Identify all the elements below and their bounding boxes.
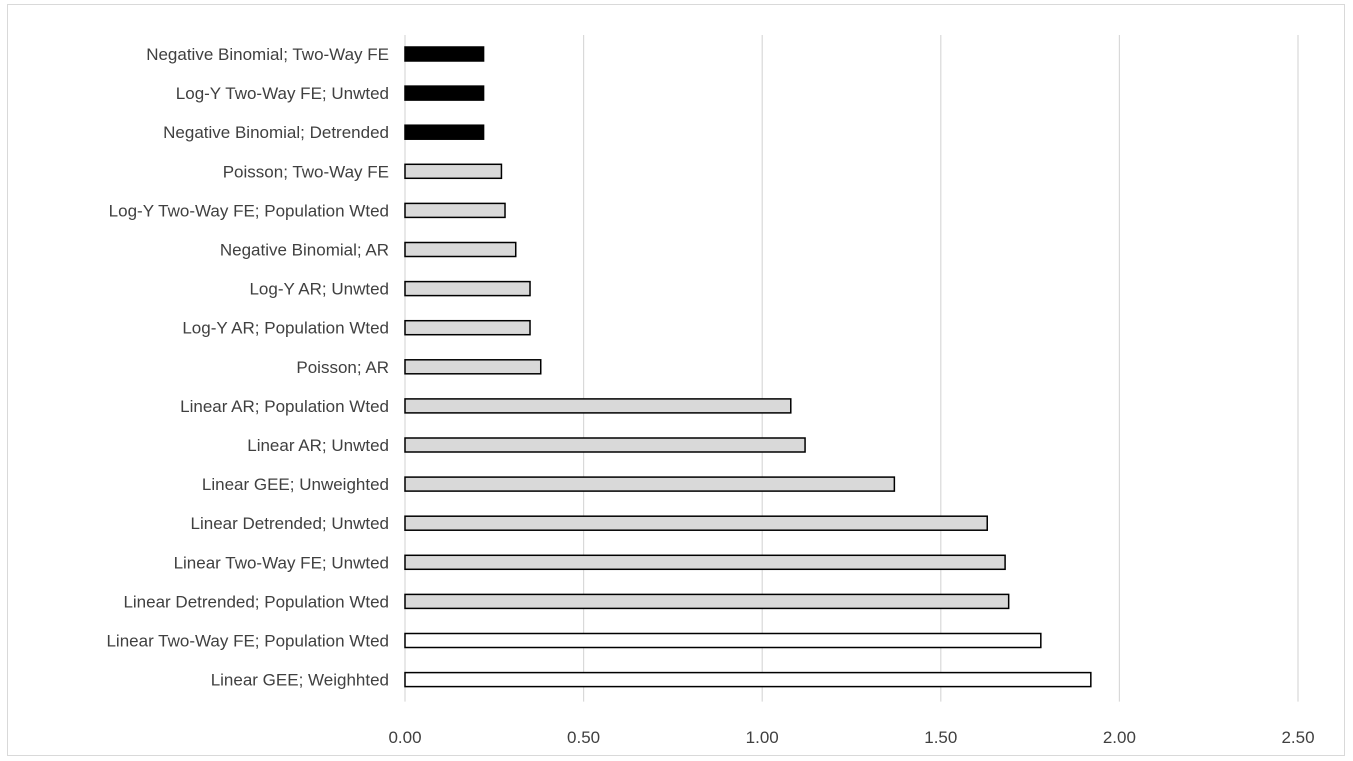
x-tick-label: 0.50 [567,728,600,747]
category-label: Log-Y AR; Population Wted [182,319,389,338]
category-label: Poisson; AR [296,358,389,377]
category-label: Negative Binomial; AR [220,241,389,260]
category-label: Linear GEE; Weighhted [211,671,389,690]
category-label: Linear AR; Population Wted [180,397,389,416]
bar [405,634,1041,648]
x-tick-label: 1.50 [924,728,957,747]
category-label: Log-Y Two-Way FE; Population Wted [109,201,389,220]
chart-area: Negative Binomial; Two-Way FE Log-Y Two-W… [7,4,1345,756]
category-label: Linear GEE; Unweighted [202,475,389,494]
bar [405,399,791,413]
bar [405,282,530,296]
category-label: Linear AR; Unwted [247,436,389,455]
bar [405,594,1009,608]
category-labels: Negative Binomial; Two-Way FE Log-Y Two-W… [106,45,389,690]
category-label: Linear Two-Way FE; Population Wted [106,632,389,651]
category-label: Linear Detrended; Population Wted [123,592,389,611]
bars [405,47,1091,687]
bar [405,555,1005,569]
category-label: Negative Binomial; Detrended [163,123,389,142]
bar [405,164,501,178]
x-tick-label: 2.00 [1103,728,1136,747]
category-label: Negative Binomial; Two-Way FE [146,45,389,64]
category-label: Log-Y AR; Unwted [249,280,389,299]
category-label: Linear Detrended; Unwted [191,514,389,533]
category-label: Poisson; Two-Way FE [223,162,389,181]
bar [405,243,516,257]
bar [405,125,484,139]
bar-chart: Negative Binomial; Two-Way FE Log-Y Two-W… [8,5,1346,757]
bar [405,86,484,100]
x-tick-label: 1.00 [746,728,779,747]
bar [405,477,894,491]
x-tick-label: 0.00 [388,728,421,747]
bar [405,673,1091,687]
bar [405,438,805,452]
x-axis-tick-labels: 0.00 0.50 1.00 1.50 2.00 2.50 [388,728,1314,747]
category-label: Linear Two-Way FE; Unwted [174,553,389,572]
bar [405,203,505,217]
bar [405,321,530,335]
x-tick-label: 2.50 [1281,728,1314,747]
bar [405,516,987,530]
bar [405,47,484,61]
bar [405,360,541,374]
category-label: Log-Y Two-Way FE; Unwted [176,84,389,103]
